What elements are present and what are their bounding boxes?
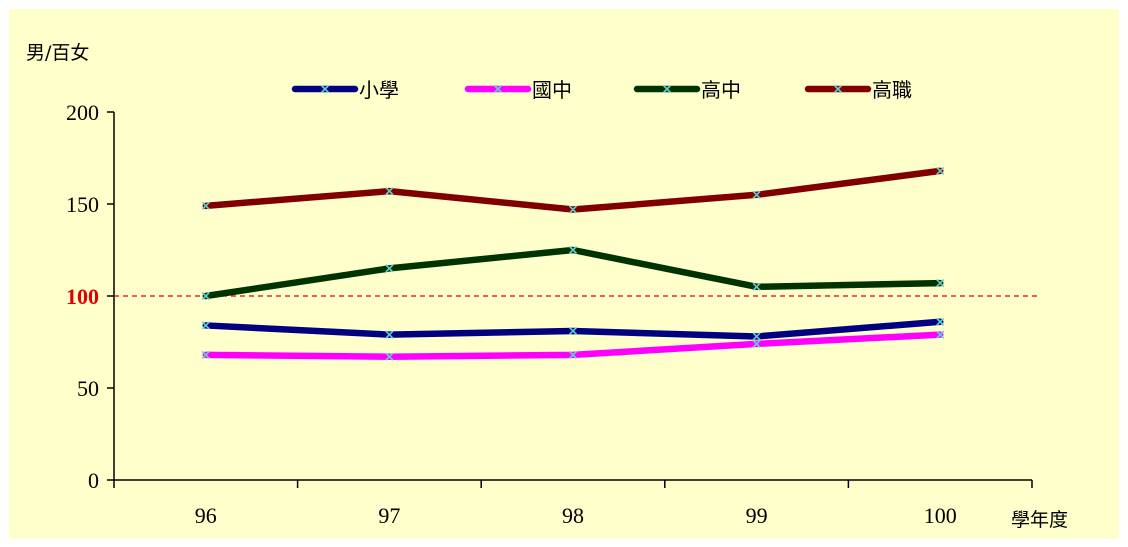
legend-label: 高中 xyxy=(701,78,741,102)
series-group xyxy=(201,166,945,361)
legend-label: 國中 xyxy=(532,78,572,102)
marker-x xyxy=(752,282,761,291)
series-line-3 xyxy=(202,246,944,300)
data-point xyxy=(936,166,945,175)
marker-x xyxy=(385,330,394,339)
marker-x xyxy=(752,339,761,348)
data-point xyxy=(752,339,761,348)
data-point xyxy=(568,245,578,255)
marker-x xyxy=(833,84,843,94)
marker-x xyxy=(752,332,761,341)
data-point xyxy=(752,332,761,341)
marker-x xyxy=(385,187,394,196)
marker-x xyxy=(201,291,210,301)
data-point xyxy=(201,201,210,210)
legend-marker xyxy=(833,84,843,94)
marker-x xyxy=(752,190,761,199)
marker-x xyxy=(936,166,945,175)
legend: 小學 國中 高中 高職 xyxy=(291,78,912,102)
x-axis-label: 學年度 xyxy=(1011,509,1068,531)
x-tick-label: 99 xyxy=(746,503,768,528)
y-tick-label: 0 xyxy=(88,468,99,493)
y-tick-label: 200 xyxy=(66,100,99,125)
data-point xyxy=(568,350,578,359)
marker-x xyxy=(201,201,210,210)
marker-x xyxy=(936,317,945,326)
marker-x xyxy=(320,84,330,94)
x-tick-label: 98 xyxy=(562,503,584,528)
data-point xyxy=(385,352,394,361)
data-point xyxy=(201,291,210,301)
line-chart: 男/百女 學年度 小學 國中 高中 高職 0 50 100 150 200 96 97 98 99 10… xyxy=(26,42,1068,531)
x-tick-label: 100 xyxy=(924,503,957,528)
marker-x xyxy=(568,326,578,336)
marker-x xyxy=(201,350,210,359)
data-point xyxy=(936,279,945,288)
marker-x xyxy=(662,84,672,94)
x-tick-label: 97 xyxy=(378,503,400,528)
data-point xyxy=(752,190,761,199)
marker-x xyxy=(568,205,578,214)
y-axis-label: 男/百女 xyxy=(26,42,89,64)
data-point xyxy=(936,330,945,339)
series-line-2 xyxy=(202,331,944,360)
data-point xyxy=(201,321,210,330)
legend-label: 小學 xyxy=(359,78,399,102)
y-tick-label: 50 xyxy=(77,376,99,401)
data-point xyxy=(385,330,394,339)
marker-x xyxy=(936,330,945,339)
legend-marker xyxy=(662,84,672,94)
data-point xyxy=(568,326,578,336)
data-point xyxy=(752,282,761,291)
legend-marker xyxy=(493,84,503,94)
axes: 0 50 100 150 200 96 97 98 99 100 xyxy=(66,100,1033,528)
marker-x xyxy=(385,352,394,361)
marker-x xyxy=(385,264,394,273)
y-tick-label: 100 xyxy=(66,284,99,309)
data-point xyxy=(385,187,394,196)
marker-x xyxy=(201,321,210,330)
data-point xyxy=(568,205,578,214)
series-line-4 xyxy=(202,167,944,213)
marker-x xyxy=(493,84,503,94)
legend-marker xyxy=(320,84,330,94)
data-point xyxy=(936,317,945,326)
x-tick-label: 96 xyxy=(195,503,217,528)
data-point xyxy=(201,350,210,359)
chart-frame: 男/百女 學年度 小學 國中 高中 高職 0 50 100 150 200 96 97 98 99 10… xyxy=(9,9,1119,539)
data-point xyxy=(385,264,394,273)
series-line-1 xyxy=(202,318,944,340)
y-tick-label: 150 xyxy=(66,192,99,217)
marker-x xyxy=(568,350,578,359)
legend-label: 高職 xyxy=(872,78,912,102)
marker-x xyxy=(568,245,578,255)
marker-x xyxy=(936,279,945,288)
